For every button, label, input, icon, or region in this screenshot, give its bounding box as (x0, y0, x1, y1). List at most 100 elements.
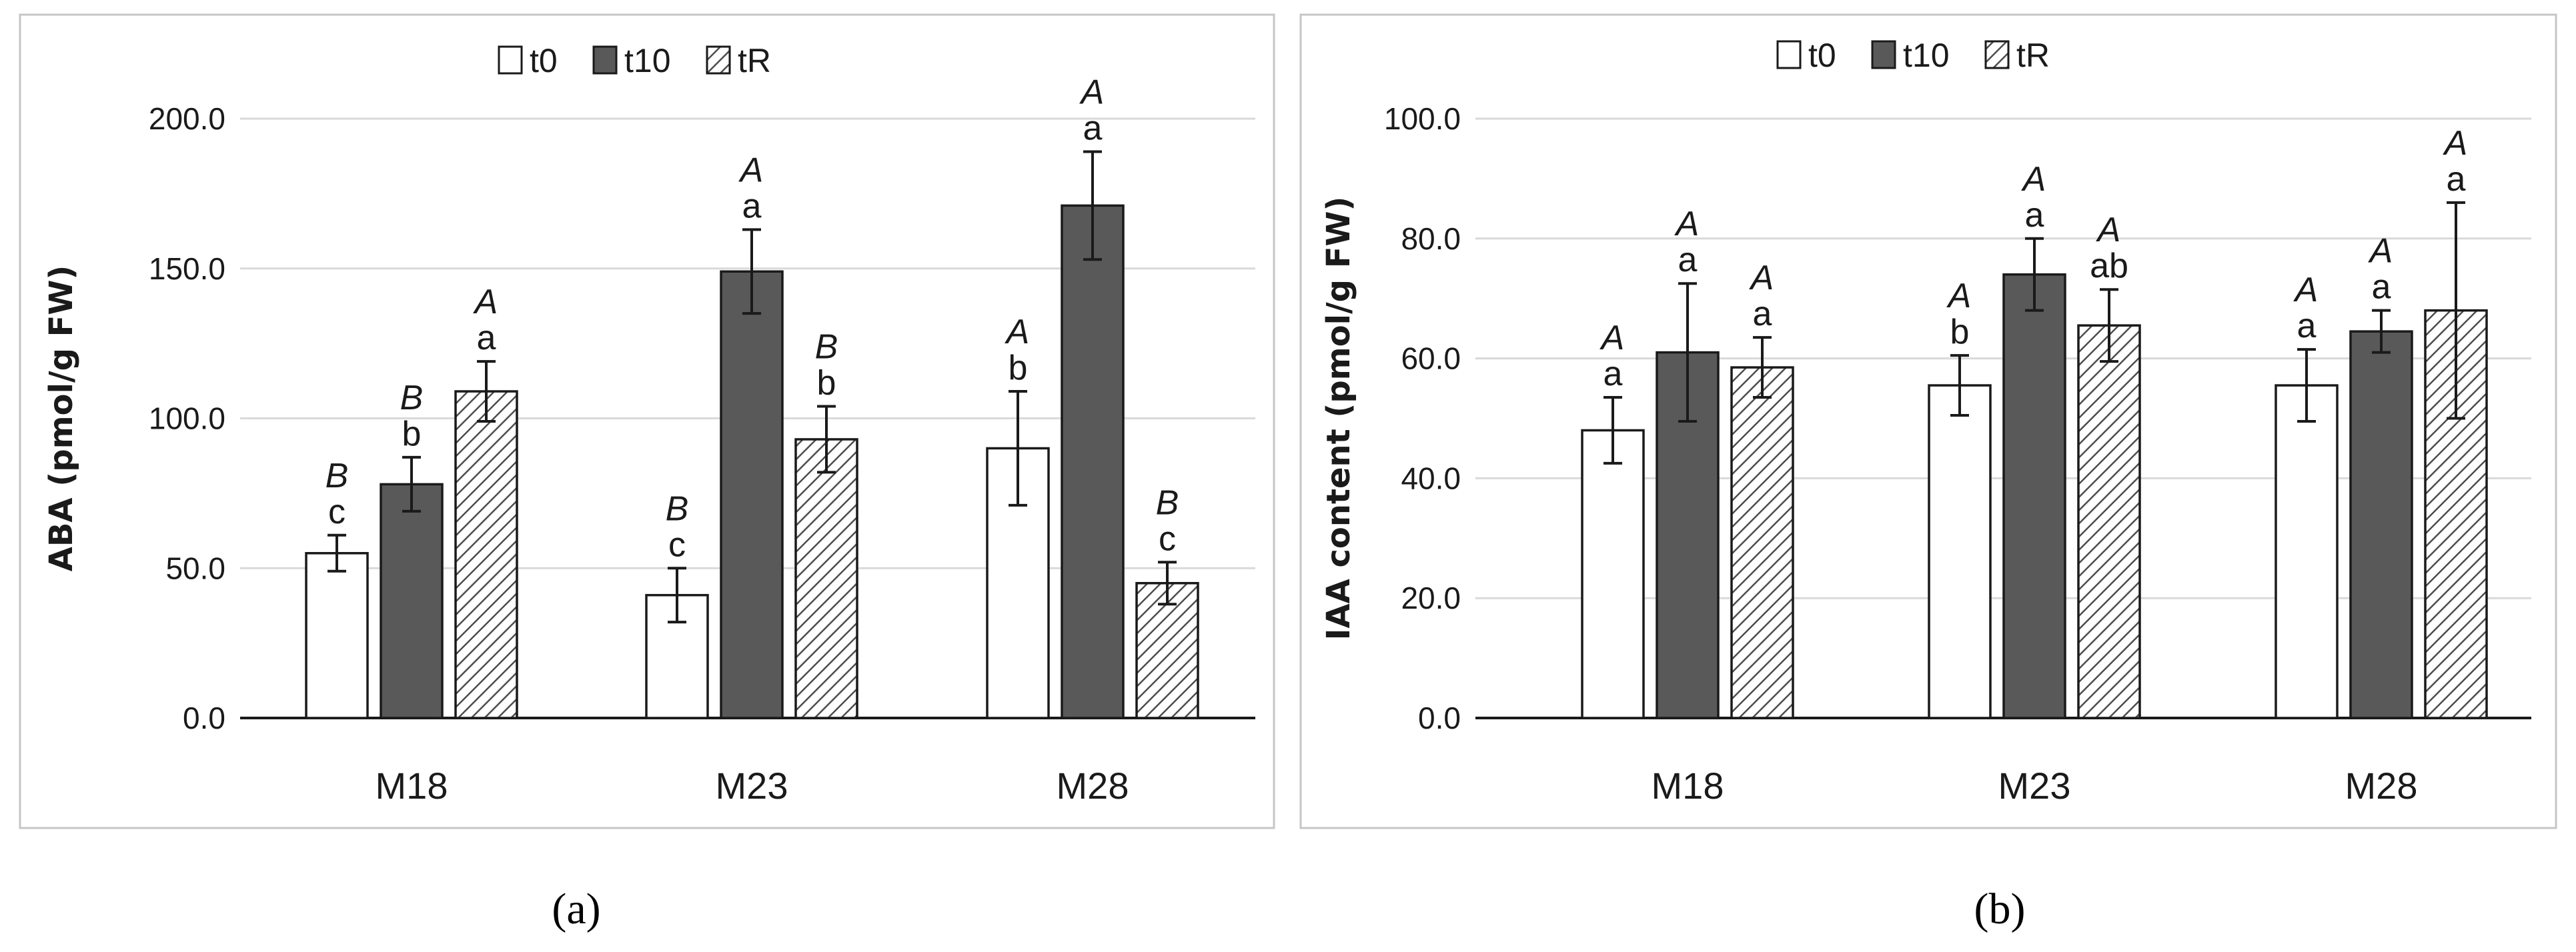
chart-a-legend-swatch-t0 (498, 45, 523, 75)
panel-b-label: (b) (1974, 885, 2026, 933)
chart-b-legend-label-tr: tR (2016, 37, 2050, 74)
chart-a-error-bar (328, 533, 346, 573)
chart-b-bar-t0-m18 (1581, 429, 1645, 719)
panel-a-aba-chart: 0.0 50.0 100.0 150.0 200.0 ABA (pmol/g FW) M18… (19, 13, 1275, 829)
chart-b-sig-letter-upper: A (1674, 205, 1700, 243)
chart-b-legend-label-t0: t0 (1808, 37, 1836, 74)
chart-b-sig-letter-lower: a (2447, 160, 2466, 199)
chart-b-sig-letter-lower: a (1753, 295, 1772, 333)
chart-a-sig-letter-lower: c (328, 493, 346, 531)
chart-a-sig-letter-upper: B (666, 489, 689, 528)
chart-b-y-tick-label: 40.0 (1401, 461, 1461, 495)
chart-a-y-tick-label: 200.0 (149, 101, 225, 136)
chart-b-legend: t0 t10 tR (1776, 37, 2050, 74)
chart-b-y-axis-title: IAA content (pmol/g FW) (1320, 197, 1357, 641)
chart-b-sig-letter-upper: A (1599, 319, 1625, 357)
chart-a-category-label-m18: M18 (376, 765, 448, 807)
chart-b-category-label-m28: M28 (2345, 765, 2418, 807)
chart-a-y-tick-label: 100.0 (149, 401, 225, 436)
chart-a-legend-swatch-tr (706, 45, 731, 75)
chart-b-error-bar (2025, 237, 2044, 312)
chart-a-legend-label-t0: t0 (530, 42, 558, 79)
chart-a-bar-t10-m23 (720, 270, 784, 719)
chart-a-sig-letter-upper: A (1079, 73, 1105, 111)
chart-a-sig-letter-lower: a (742, 187, 762, 225)
chart-a-sig-letter-upper: A (473, 283, 498, 321)
chart-a-sig-letter-upper: B (1156, 483, 1179, 522)
panel-a-label: (a) (552, 885, 600, 933)
chart-a-sig-letter-lower: c (668, 525, 686, 564)
chart-a-error-bar (817, 405, 836, 474)
chart-b-bar-t0-m23 (1928, 384, 1992, 719)
chart-a-y-axis-title: ABA (pmol/g FW) (43, 265, 80, 572)
chart-b-sig-letter-lower: a (2297, 307, 2317, 345)
chart-b-error-bar (1603, 396, 1622, 465)
chart-a-error-bar (742, 228, 761, 315)
chart-b-sig-letter-upper: A (2021, 160, 2046, 199)
chart-a-sig-letter-lower: a (477, 319, 496, 357)
chart-a-error-bar (668, 567, 686, 624)
chart-b-category-label-m23: M23 (1998, 765, 2071, 807)
chart-b-y-tick-label: 0.0 (1418, 701, 1461, 735)
chart-a-bar-t0-m18 (305, 552, 369, 719)
chart-b-legend-swatch-tr (1984, 40, 2010, 69)
chart-a-sig-letter-upper: A (738, 151, 764, 189)
chart-b-y-tick-label: 80.0 (1401, 221, 1461, 256)
chart-b-y-tick-label: 100.0 (1384, 101, 1461, 136)
chart-b-category-label-m18: M18 (1652, 765, 1724, 807)
chart-a-error-bar (477, 360, 496, 423)
chart-b-sig-letter-lower: a (2025, 196, 2044, 235)
chart-a-legend-swatch-t10 (592, 45, 618, 75)
chart-b-plot: 0.0 20.0 40.0 60.0 80.0 100.0 IAA content (pmo… (1320, 37, 2531, 807)
chart-a-plot: 0.0 50.0 100.0 150.0 200.0 ABA (pmol/g FW) M18… (43, 42, 1255, 807)
panel-b-iaa-chart: 0.0 20.0 40.0 60.0 80.0 100.0 IAA content (pmo… (1299, 13, 2557, 829)
chart-b-error-bar (1753, 336, 1772, 399)
chart-b-bar-tr-m23 (2077, 324, 2141, 719)
chart-b-sig-letter-lower: a (2372, 268, 2391, 307)
chart-b-y-tick-label: 60.0 (1401, 341, 1461, 376)
chart-b-sig-letter-upper: A (1946, 277, 1972, 315)
chart-a-error-bar (1009, 390, 1027, 507)
chart-b-sig-letter-upper: A (2443, 124, 2468, 163)
chart-a-sig-letter-lower: b (1009, 349, 1028, 387)
chart-b-sig-letter-upper: A (2293, 271, 2319, 309)
chart-b-sig-letter-lower: a (1603, 355, 1623, 393)
chart-a-sig-letter-lower: b (402, 415, 422, 453)
chart-b-sig-letter-upper: A (2368, 232, 2393, 271)
chart-b-error-bar (2100, 288, 2118, 363)
chart-b-bar-t10-m28 (2349, 330, 2413, 719)
chart-a-sig-letter-upper: B (400, 379, 424, 417)
chart-a-y-tick-label: 0.0 (183, 701, 225, 735)
chart-a-bar-tr-m28 (1135, 581, 1199, 719)
chart-a-legend-label-tr: tR (738, 42, 771, 79)
chart-a-sig-letter-lower: c (1159, 519, 1176, 558)
chart-b-sig-letter-upper: A (1749, 259, 1774, 297)
chart-b-error-bar (1950, 354, 1969, 417)
chart-a-bar-t10-m28 (1061, 204, 1125, 719)
chart-b-sig-letter-lower: a (1678, 241, 1698, 279)
chart-a-sig-letter-upper: B (815, 328, 838, 367)
chart-a-category-label-m28: M28 (1057, 765, 1129, 807)
chart-b-bar-t10-m23 (2002, 273, 2066, 719)
chart-b-bar-tr-m18 (1730, 366, 1794, 719)
chart-a-bar-tr-m23 (794, 438, 858, 719)
chart-a-sig-letter-lower: a (1083, 109, 1103, 147)
chart-b-error-bar (2297, 348, 2316, 423)
chart-a-bar-t10-m18 (380, 483, 444, 719)
chart-a-sig-letter-lower: b (817, 364, 836, 403)
chart-a-category-label-m23: M23 (716, 765, 788, 807)
chart-a-legend-label-t10: t10 (624, 42, 671, 79)
chart-a-y-tick-label: 150.0 (149, 251, 225, 286)
chart-a-sig-letter-upper: B (326, 457, 349, 495)
chart-b-sig-letter-lower: b (1950, 313, 1970, 351)
chart-b-sig-letter-lower: ab (2090, 247, 2128, 285)
chart-b-legend-label-t10: t10 (1903, 37, 1950, 74)
chart-a-error-bar (1083, 150, 1102, 261)
chart-b-y-tick-label: 20.0 (1401, 581, 1461, 615)
chart-a-sig-letter-upper: A (1005, 313, 1030, 351)
chart-b-bar-t0-m28 (2275, 384, 2339, 719)
chart-b-error-bar (1678, 282, 1697, 423)
chart-a-legend: t0 t10 tR (498, 42, 771, 79)
chart-a-y-tick-label: 50.0 (165, 551, 225, 585)
